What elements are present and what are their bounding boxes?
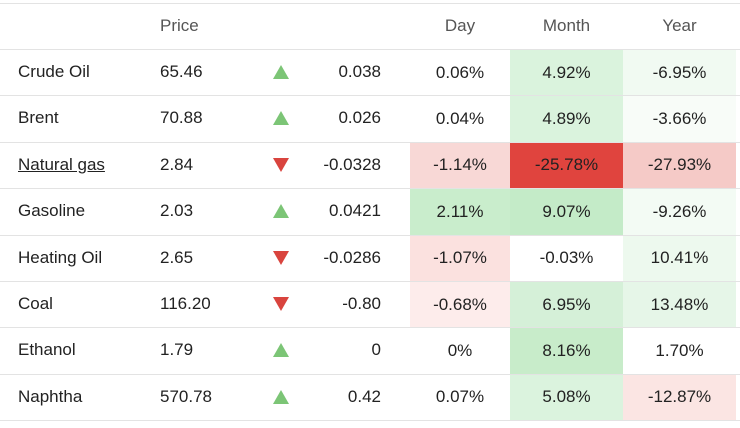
row-divider <box>0 188 740 190</box>
trend-icon <box>273 250 289 265</box>
commodity-name: Heating Oil <box>18 247 103 267</box>
day-pct: 0.07% <box>435 387 485 407</box>
change: 0.038 <box>338 62 381 81</box>
row-divider <box>0 373 740 375</box>
row-divider <box>0 95 740 97</box>
price: 70.88 <box>160 108 203 128</box>
commodity-name: Natural gas <box>0 142 145 188</box>
trend-icon <box>273 297 289 311</box>
row-divider <box>0 141 740 143</box>
trend-arrow <box>250 281 312 327</box>
trend-arrow <box>250 374 312 420</box>
change: 0 <box>371 340 381 360</box>
year-pct: -6.95% <box>623 50 736 96</box>
month-pct: 5.08% <box>510 374 623 421</box>
month-pct: -0.03% <box>539 248 594 268</box>
commodity-name: Gasoline <box>18 201 86 221</box>
trend-arrow <box>250 95 312 141</box>
trend-arrow <box>250 49 312 95</box>
year-pct: -3.66% <box>623 96 736 142</box>
trend-arrow <box>250 235 312 281</box>
row-divider <box>0 420 740 422</box>
day-pct: 2.11% <box>410 189 510 235</box>
trend-icon <box>273 343 289 358</box>
header-day: Day <box>444 16 476 35</box>
change: -0.80 <box>342 294 381 313</box>
month-pct: 4.92% <box>510 50 623 96</box>
year-pct: -27.93% <box>623 142 736 189</box>
trend-arrow <box>250 142 312 188</box>
day-pct: -1.07% <box>410 235 510 281</box>
trend-icon <box>273 204 289 219</box>
price: 570.78 <box>160 386 212 406</box>
year-pct: 1.70% <box>655 341 704 361</box>
row-divider <box>0 327 740 329</box>
row-divider <box>0 49 740 50</box>
year-pct: -12.87% <box>623 374 736 421</box>
change: 0.42 <box>347 386 381 406</box>
price: 2.03 <box>160 201 194 221</box>
commodity-name: Brent <box>18 108 59 128</box>
commodity-name: Coal <box>18 294 53 313</box>
trend-icon <box>273 157 289 172</box>
year-pct: 10.41% <box>623 235 736 281</box>
header-price: Price <box>160 16 199 35</box>
change: -0.0328 <box>323 154 381 174</box>
month-pct: -25.78% <box>510 142 623 189</box>
price: 65.46 <box>160 62 203 81</box>
change: -0.0286 <box>323 247 381 267</box>
commodity-name: Naphtha <box>18 386 83 406</box>
header-year: Year <box>662 16 697 35</box>
price: 2.65 <box>160 247 194 267</box>
year-pct: -9.26% <box>623 189 736 235</box>
price: 1.79 <box>160 340 194 360</box>
price: 116.20 <box>160 294 211 313</box>
day-pct: 0.04% <box>435 109 485 129</box>
month-pct: 6.95% <box>510 282 623 328</box>
month-pct: 9.07% <box>510 189 623 235</box>
commodity-name: Ethanol <box>18 340 76 360</box>
day-pct: -0.68% <box>410 282 510 328</box>
day-pct: 0.06% <box>435 62 485 82</box>
trend-icon <box>273 389 289 404</box>
month-pct: 4.89% <box>510 96 623 142</box>
trend-icon <box>273 111 289 126</box>
commodity-link[interactable]: Natural gas <box>18 154 105 174</box>
trend-arrow <box>250 327 312 373</box>
price: 2.84 <box>160 154 194 174</box>
row-divider <box>0 3 740 4</box>
row-divider <box>0 281 740 282</box>
trend-arrow <box>250 188 312 234</box>
commodity-name: Crude Oil <box>18 62 90 81</box>
change: 0.0421 <box>329 201 381 221</box>
row-divider <box>0 234 740 236</box>
day-pct: -1.14% <box>410 142 510 189</box>
year-pct: 13.48% <box>623 282 736 328</box>
header-month: Month <box>542 16 591 35</box>
day-pct: 0% <box>447 341 473 361</box>
change: 0.026 <box>338 108 381 128</box>
trend-icon <box>273 65 289 79</box>
month-pct: 8.16% <box>510 328 623 374</box>
